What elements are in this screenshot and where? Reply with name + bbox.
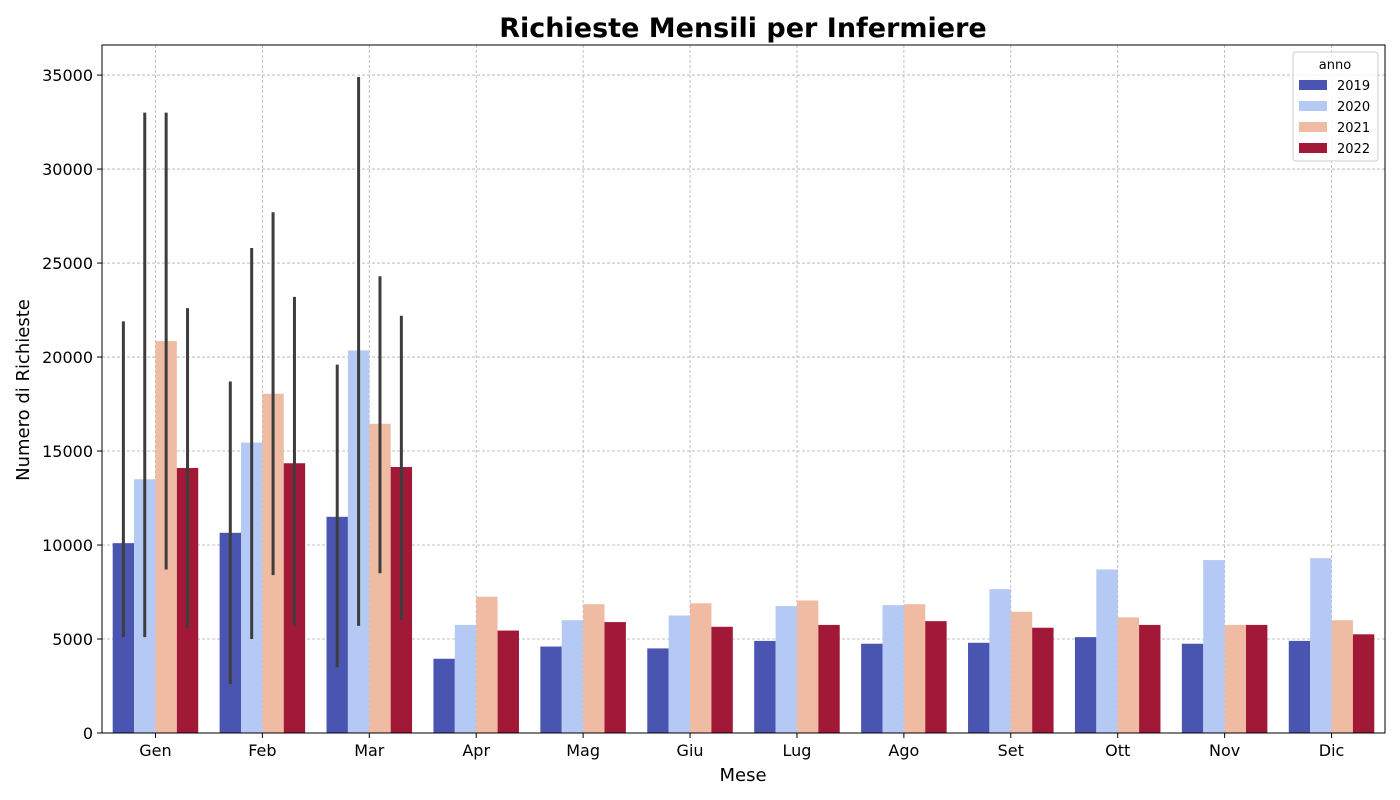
legend-label-2019: 2019 — [1337, 79, 1370, 94]
bar-2022-apr — [497, 630, 519, 733]
bar-2020-apr — [454, 624, 477, 733]
x-axis-label: Mese — [719, 765, 766, 786]
x-tick-label: Nov — [1209, 741, 1240, 760]
legend-swatch-2022 — [1299, 143, 1327, 153]
bar-2021-nov — [1224, 624, 1247, 733]
bar-2019-mag — [540, 646, 562, 733]
bar-2021-mag — [583, 604, 605, 733]
y-tick-label: 25000 — [42, 254, 93, 273]
bar-2019-nov — [1181, 643, 1204, 733]
y-tick-label: 35000 — [42, 66, 93, 85]
bar-2020-lug — [775, 606, 797, 733]
bar-2022-nov — [1246, 624, 1268, 733]
legend-label-2022: 2022 — [1337, 142, 1370, 157]
bar-2022-mag — [604, 622, 626, 733]
x-tick-label: Ott — [1105, 741, 1130, 760]
bar-2019-ago — [861, 643, 883, 733]
bar-2019-dic — [1288, 640, 1311, 733]
y-tick-label: 5000 — [52, 630, 93, 649]
bar-2020-ago — [882, 605, 904, 733]
bar-2019-lug — [754, 640, 776, 733]
legend-swatch-2020 — [1299, 101, 1327, 111]
bar-2022-ott — [1139, 624, 1161, 733]
x-tick-label: Mag — [566, 741, 600, 760]
bar-2020-dic — [1310, 558, 1332, 733]
bar-2020-set — [989, 589, 1011, 733]
legend: anno 2019 2020 2021 2022 — [1292, 51, 1379, 162]
y-tick-label: 15000 — [42, 442, 93, 461]
x-tick-label: Feb — [248, 741, 276, 760]
bar-2019-set — [968, 642, 990, 733]
y-tick-label: 20000 — [42, 348, 93, 367]
plot-frame — [101, 44, 1386, 734]
x-tick-label: Mar — [354, 741, 385, 760]
bar-2020-nov — [1203, 560, 1225, 733]
x-tick-label: Giu — [677, 741, 704, 760]
x-tick-label: Dic — [1319, 741, 1345, 760]
x-ticks: Gen Feb Mar Apr Mag Giu Lug Ago Set Ott Nov Dic — [139, 733, 1344, 760]
bar-2021-giu — [690, 603, 712, 733]
chart-title: Richieste Mensili per Infermiere — [499, 13, 987, 44]
legend-box — [1292, 51, 1379, 162]
bar-2022-ago — [925, 621, 947, 733]
x-tick-label: Lug — [782, 741, 811, 760]
y-axis-label: Numero di Richieste — [13, 299, 34, 481]
bar-2020-mag — [561, 620, 584, 733]
y-tick-label: 30000 — [42, 160, 93, 179]
bar-2020-giu — [668, 615, 691, 733]
bar-2021-lug — [796, 600, 819, 733]
bar-2021-apr — [476, 596, 498, 733]
bar-2021-dic — [1331, 620, 1353, 733]
legend-items: 2019 2020 2021 2022 — [1299, 79, 1370, 157]
bar-2021-mar — [369, 423, 391, 733]
legend-label-2020: 2020 — [1337, 100, 1370, 115]
y-tick-label: 10000 — [42, 536, 93, 555]
y-tick-label: 0 — [83, 724, 93, 743]
bar-2020-ott — [1096, 569, 1118, 733]
bar-2019-ott — [1074, 637, 1097, 733]
y-ticks: 0 5000 10000 15000 20000 25000 30000 35000 — [42, 66, 102, 743]
bar-2019-giu — [647, 648, 669, 733]
x-tick-label: Gen — [139, 741, 171, 760]
x-tick-label: Apr — [462, 741, 490, 760]
bar-2022-giu — [711, 626, 733, 733]
bar-2021-set — [1010, 611, 1033, 733]
bar-2022-dic — [1352, 634, 1375, 733]
bar-2019-apr — [433, 658, 455, 733]
x-tick-label: Set — [998, 741, 1024, 760]
bar-2021-ago — [903, 604, 926, 733]
legend-title: anno — [1319, 58, 1351, 73]
error-bars-layer — [121, 76, 403, 685]
bar-2022-lug — [818, 624, 840, 733]
bar-2019-gen — [112, 543, 135, 733]
legend-label-2021: 2021 — [1337, 121, 1370, 136]
bar-2022-set — [1032, 627, 1054, 733]
legend-swatch-2019 — [1299, 80, 1327, 90]
bar-2021-ott — [1117, 617, 1140, 733]
legend-swatch-2021 — [1299, 122, 1327, 132]
x-tick-label: Ago — [888, 741, 919, 760]
